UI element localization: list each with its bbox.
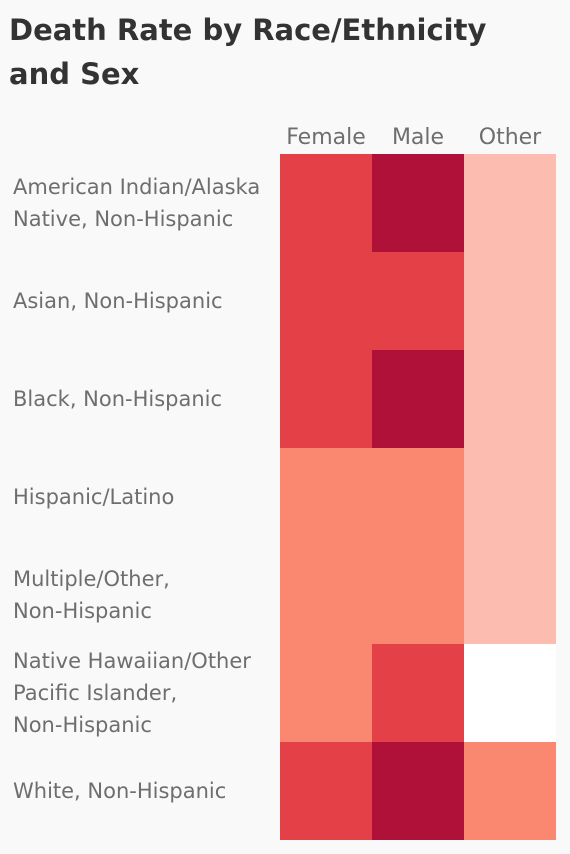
cell-white-non-hispanic-male[interactable] xyxy=(372,742,464,840)
column-label-male: Male xyxy=(392,125,444,150)
column-labels: Female Male Other xyxy=(286,125,542,150)
cell-american-indian-alaska-native-non-hispanic-other[interactable] xyxy=(464,154,556,252)
row-label-hispanic-latino: Hispanic/Latino xyxy=(13,485,174,509)
cell-multiple-other-non-hispanic-male[interactable] xyxy=(372,546,464,644)
cell-black-non-hispanic-female[interactable] xyxy=(280,350,372,448)
cell-american-indian-alaska-native-non-hispanic-male[interactable] xyxy=(372,154,464,252)
row-label-multiple-other-non-hispanic: Multiple/Other, Non-Hispanic xyxy=(13,567,170,623)
cell-hispanic-latino-male[interactable] xyxy=(372,448,464,546)
cell-multiple-other-non-hispanic-other[interactable] xyxy=(464,546,556,644)
cell-black-non-hispanic-male[interactable] xyxy=(372,350,464,448)
cell-american-indian-alaska-native-non-hispanic-female[interactable] xyxy=(280,154,372,252)
chart-title: Death Rate by Race/Ethnicity and Sex xyxy=(9,13,487,91)
row-label-asian-non-hispanic: Asian, Non-Hispanic xyxy=(13,289,223,313)
cell-asian-non-hispanic-other[interactable] xyxy=(464,252,556,350)
cell-hispanic-latino-female[interactable] xyxy=(280,448,372,546)
cell-native-hawaiian-other-pacific-islander-non-hispanic-male[interactable] xyxy=(372,644,464,742)
cell-native-hawaiian-other-pacific-islander-non-hispanic-other[interactable] xyxy=(464,644,556,742)
cell-white-non-hispanic-other[interactable] xyxy=(464,742,556,840)
cell-asian-non-hispanic-female[interactable] xyxy=(280,252,372,350)
cell-multiple-other-non-hispanic-female[interactable] xyxy=(280,546,372,644)
row-label-native-hawaiian-other-pacific-islander-non-hispanic: Native Hawaiian/Other Pacific Islander, No… xyxy=(13,649,251,737)
cell-native-hawaiian-other-pacific-islander-non-hispanic-female[interactable] xyxy=(280,644,372,742)
column-label-female: Female xyxy=(286,125,366,150)
cell-white-non-hispanic-female[interactable] xyxy=(280,742,372,840)
heatmap-cells xyxy=(280,154,556,840)
row-label-american-indian-alaska-native-non-hispanic: American Indian/Alaska Native, Non-Hispan… xyxy=(13,175,260,231)
row-labels: American Indian/Alaska Native, Non-Hispan… xyxy=(13,175,260,803)
cell-hispanic-latino-other[interactable] xyxy=(464,448,556,546)
row-label-black-non-hispanic: Black, Non-Hispanic xyxy=(13,387,222,411)
row-label-white-non-hispanic: White, Non-Hispanic xyxy=(13,779,226,803)
cell-black-non-hispanic-other[interactable] xyxy=(464,350,556,448)
cell-asian-non-hispanic-male[interactable] xyxy=(372,252,464,350)
column-label-other: Other xyxy=(479,125,542,150)
